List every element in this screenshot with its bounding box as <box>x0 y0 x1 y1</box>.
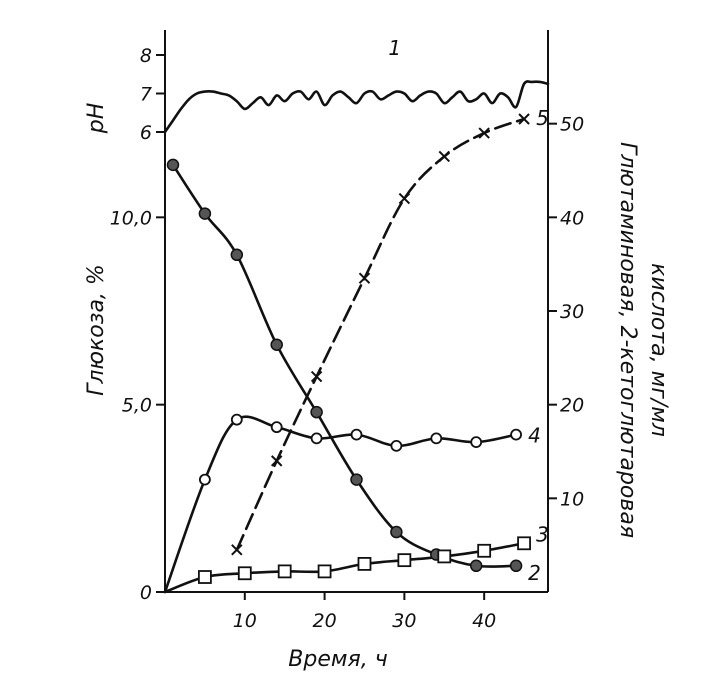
series-line-5 <box>235 117 526 552</box>
series-label-4: 4 <box>528 424 541 448</box>
x-tick-label: 20 <box>312 610 336 632</box>
series-label-2: 2 <box>528 561 541 585</box>
series-3-point <box>437 549 452 564</box>
series-4-point <box>470 436 483 449</box>
ph-tick-label: 8 <box>140 45 152 67</box>
series-line-2 <box>171 163 518 568</box>
series-5-point <box>231 544 243 556</box>
axes <box>164 30 549 593</box>
series-line-3 <box>163 541 526 594</box>
series-2-point <box>469 559 483 573</box>
series-2-point <box>310 405 323 419</box>
series-2-point <box>270 338 283 351</box>
ph-tick-label: 6 <box>140 122 152 144</box>
series-4-point <box>310 432 323 445</box>
series-line-1 <box>163 80 550 134</box>
ph-tick-label: 7 <box>140 84 152 106</box>
left-tick-label: 10,0 <box>110 207 152 229</box>
right-tick-label: 10 <box>560 488 584 510</box>
series-layer <box>163 80 550 594</box>
series-4-point <box>198 473 211 486</box>
series-5-point <box>478 127 490 139</box>
series-4-point <box>230 413 243 426</box>
series-5-point <box>518 113 530 125</box>
series-5-point <box>398 192 411 205</box>
series-3-point <box>477 543 492 558</box>
series-4-point <box>510 428 522 441</box>
series-line-4 <box>163 415 518 594</box>
series-3-point <box>197 570 212 584</box>
series-5-point <box>310 370 323 383</box>
right-tick-label: 50 <box>560 114 584 136</box>
left-tick-label: 0 <box>140 582 152 604</box>
series-label-3: 3 <box>536 522 549 546</box>
series-4-point <box>430 432 443 445</box>
series-2-point <box>390 525 403 539</box>
series-5-point <box>271 455 283 467</box>
markers: 1 2 3 4 5 <box>166 36 549 585</box>
right-tick-label: 40 <box>560 207 584 229</box>
series-4-point <box>390 439 403 452</box>
x-tick-label: 40 <box>472 610 496 632</box>
series-5-point <box>358 272 371 284</box>
left-tick-label: 5,0 <box>122 395 152 417</box>
x-tick-label: 30 <box>392 610 416 632</box>
series-2-point <box>230 248 244 262</box>
right-axis-title-line2: кислота, мг/мл <box>646 263 671 437</box>
series-3-point <box>277 564 292 579</box>
series-3-point <box>357 557 372 571</box>
series-3-point <box>237 566 252 581</box>
x-axis-title: Время, ч <box>288 647 387 672</box>
right-axis-title-line1: Глютаминовая, 2-кетоглютаровая <box>615 142 640 538</box>
series-4-point <box>270 421 283 434</box>
series-label-1: 1 <box>388 36 401 60</box>
series-2-point <box>509 559 523 573</box>
x-tick-label: 10 <box>233 610 257 632</box>
series-label-5: 5 <box>536 106 549 130</box>
ticks: 0 5,0 10,0 6 7 8 10 20 30 40 50 10 20 30 40 <box>110 45 585 632</box>
right-tick-label: 20 <box>560 395 584 417</box>
series-3-point <box>317 564 332 579</box>
series-2-point <box>198 207 212 220</box>
series-2-point <box>166 158 180 172</box>
series-3-point <box>517 536 531 551</box>
series-5-point <box>438 150 450 163</box>
right-tick-label: 30 <box>560 301 584 323</box>
series-2-point <box>350 473 363 486</box>
series-4-point <box>350 428 363 441</box>
left-axis-title: Глюкоза, % <box>84 264 109 396</box>
ph-axis-title: pH <box>84 103 109 135</box>
series-3-point <box>397 553 412 568</box>
